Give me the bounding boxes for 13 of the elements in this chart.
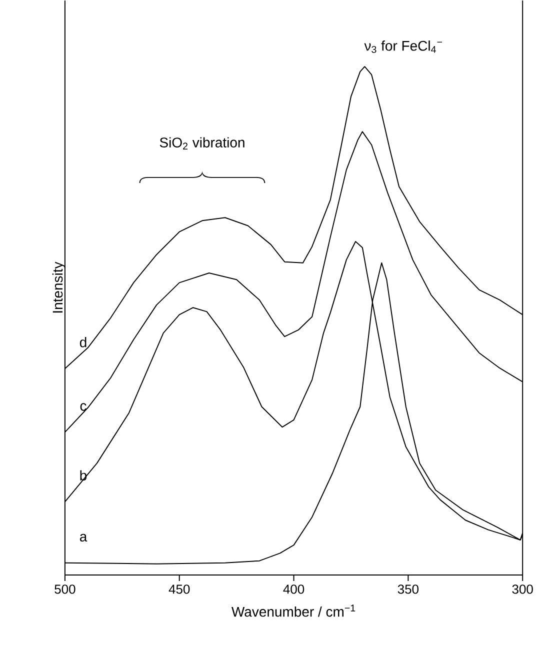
x-tick-label: 500 <box>54 584 76 594</box>
series-label: d <box>80 337 86 348</box>
x-axis-title: Wavenumber / cm$^{−1}$ <box>232 604 356 617</box>
x-tick-label: 300 <box>512 584 534 594</box>
x-tick-label: 400 <box>283 584 304 594</box>
x-tick-label: 450 <box>169 584 190 594</box>
text: ν$_{3}$ for FeCl$_{4}$− <box>364 40 442 53</box>
series-label: b <box>80 470 87 481</box>
x-tick-label: 350 <box>398 584 419 594</box>
annotation: SiO$_{2}$ vibration <box>160 137 245 150</box>
y-axis-title: Intensity <box>52 262 66 313</box>
series-label: c <box>80 403 87 411</box>
series-label: a <box>80 534 88 542</box>
